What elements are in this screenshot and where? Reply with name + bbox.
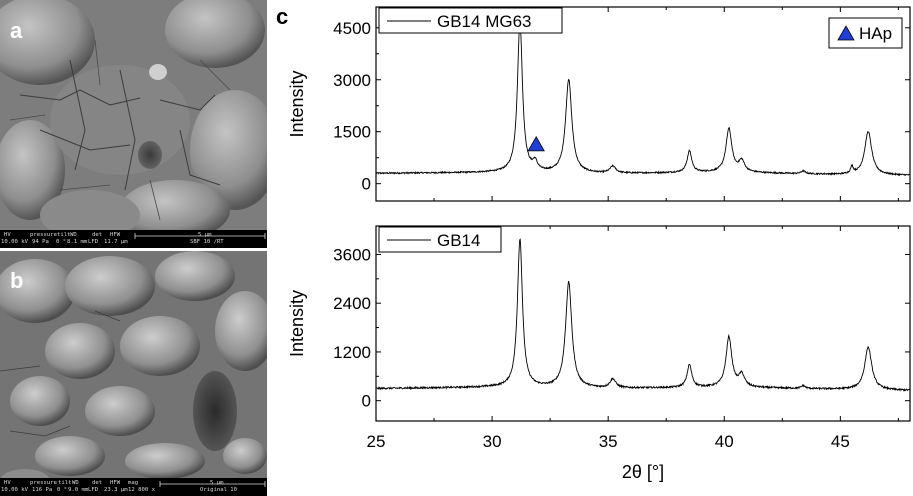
legend-series-label: GB14 <box>437 231 480 250</box>
y-tick-label: 3600 <box>333 245 371 264</box>
info-pressure-label: pressure <box>30 480 57 486</box>
y-tick-label: 0 <box>362 175 371 194</box>
sem-image-b: b HV 10.00 kV pressure 116 Pa tilt 0 ° W… <box>0 251 267 496</box>
info-hfw-label: HFW <box>110 480 121 486</box>
info-mag-value: 12 800 x <box>128 487 155 493</box>
info-sample-name: Original 10 <box>200 487 238 493</box>
xrd-pattern-line <box>375 238 911 392</box>
sem-image-a: a HV 10.00 kV pressure 94 Pa tilt 0 ° WD… <box>0 0 267 248</box>
x-tick-label: 45 <box>831 432 850 451</box>
info-wd-label: WD <box>70 232 77 238</box>
sem-info-bar-b: HV 10.00 kV pressure 116 Pa tilt 0 ° WD … <box>0 478 267 496</box>
info-hfw-value: 23.3 µm <box>104 487 128 493</box>
sem-texture-a <box>0 0 267 248</box>
info-tilt-label: tilt <box>58 480 72 486</box>
info-scale-value: 5 µm <box>198 232 212 238</box>
legend-series-label: GB14 MG63 <box>437 12 532 31</box>
info-hv-value: 10.00 kV <box>1 239 28 245</box>
x-tick-label: 40 <box>715 432 734 451</box>
xrd-pattern-line <box>375 21 910 177</box>
plot-frame <box>375 6 911 202</box>
sem-info-bar-a: HV 10.00 kV pressure 94 Pa tilt 0 ° WD 8… <box>0 230 267 248</box>
y-tick-label: 1200 <box>333 343 371 362</box>
panel-label-c: c <box>276 4 289 29</box>
info-pressure-value: 116 Pa <box>32 487 53 493</box>
info-wd-value: 8.1 mm <box>67 239 88 245</box>
legend-hap-box <box>828 17 903 49</box>
panel-label-b: b <box>10 268 24 293</box>
y-axis-label: Intensity <box>287 290 307 357</box>
sem-texture-b <box>0 251 267 496</box>
info-hfw-value: 11.7 µm <box>104 239 128 245</box>
legend-hap-label: HAp <box>859 24 892 43</box>
info-pressure-label: pressure <box>30 232 57 238</box>
info-det-label: det <box>92 232 103 238</box>
info-mag-label: mag <box>128 480 139 486</box>
info-tilt-value: 0 ° <box>56 239 67 245</box>
panel-label-a: a <box>10 18 23 43</box>
hap-triangle-icon <box>837 25 855 41</box>
info-scale-value: 5 µm <box>210 480 224 486</box>
info-tilt-value: 0 ° <box>57 487 68 493</box>
info-hv-label: HV <box>4 480 11 486</box>
x-tick-label: 25 <box>367 432 386 451</box>
info-sample-name: SBF 10 /RT <box>190 239 224 245</box>
x-tick-label: 30 <box>483 432 502 451</box>
info-det-value: LFD <box>88 487 99 493</box>
info-hfw-label: HFW <box>110 232 121 238</box>
y-axis-label: Intensity <box>287 70 307 137</box>
y-tick-label: 3000 <box>333 71 371 90</box>
y-tick-label: 4500 <box>333 19 371 38</box>
plot-frame <box>375 225 911 422</box>
hap-marker-point <box>527 136 545 152</box>
info-tilt-label: tilt <box>57 232 71 238</box>
info-hv-value: 10.00 kV <box>1 487 28 493</box>
x-tick-label: 35 <box>599 432 618 451</box>
y-tick-label: 0 <box>362 392 371 411</box>
info-pressure-value: 94 Pa <box>32 239 49 245</box>
xrd-plot-bottom: 0 1200 2400 3600 25 30 35 40 45 Intensity 2θ [°] GB… <box>287 225 911 482</box>
info-det-value: LFD <box>88 239 99 245</box>
y-tick-label: 1500 <box>333 123 371 142</box>
x-axis-label: 2θ [°] <box>622 462 664 482</box>
info-wd-value: 9.0 mm <box>68 487 89 493</box>
info-wd-label: WD <box>72 480 79 486</box>
info-hv-label: HV <box>4 232 11 238</box>
info-det-label: det <box>92 480 103 486</box>
y-tick-label: 2400 <box>333 294 371 313</box>
xrd-plot-top: 0 1500 3000 4500 Intensity GB14 MG63 HAp <box>287 6 911 202</box>
